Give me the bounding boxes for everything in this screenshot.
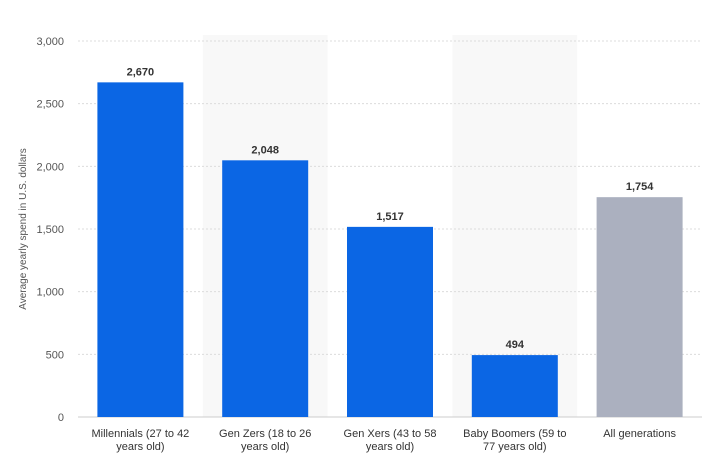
x-axis-categories: Millennials (27 to 42 years old) Gen Zers … xyxy=(91,428,676,453)
y-tick-label: 500 xyxy=(46,349,64,361)
y-tick-label: 2,000 xyxy=(36,161,64,173)
y-axis-label: Average yearly spend in U.S. dollars xyxy=(18,148,29,310)
x-category-label: Baby Boomers (59 to 77 years old) xyxy=(463,428,566,453)
bar[interactable] xyxy=(97,82,184,418)
x-category-label: All generations xyxy=(603,428,676,440)
y-tick-label: 1,000 xyxy=(36,287,64,299)
x-category-label: Gen Xers (43 to 58 years old) xyxy=(344,428,437,453)
bar[interactable] xyxy=(471,355,558,417)
y-axis-ticks: 0 500 1,000 1,500 2,000 2,500 3,000 xyxy=(36,36,64,424)
data-label: 1,517 xyxy=(376,211,404,223)
bar[interactable] xyxy=(347,226,433,417)
bar[interactable] xyxy=(222,160,309,418)
data-labels: 2,670 2,048 1,517 494 1,754 xyxy=(127,66,655,351)
x-category-label: Gen Zers (18 to 26 years old) xyxy=(219,428,311,453)
data-label: 2,670 xyxy=(127,66,155,78)
y-tick-label: 2,500 xyxy=(36,99,64,111)
background-band xyxy=(452,35,578,417)
x-category-label: Millennials (27 to 42 years old) xyxy=(91,428,189,453)
data-label: 494 xyxy=(506,339,525,351)
y-tick-label: 1,500 xyxy=(36,224,64,236)
data-label: 1,754 xyxy=(626,181,654,193)
y-tick-label: 3,000 xyxy=(36,36,64,48)
data-label: 2,048 xyxy=(251,144,279,156)
bar[interactable] xyxy=(596,197,683,417)
y-tick-label: 0 xyxy=(58,412,64,424)
bars xyxy=(97,82,683,418)
